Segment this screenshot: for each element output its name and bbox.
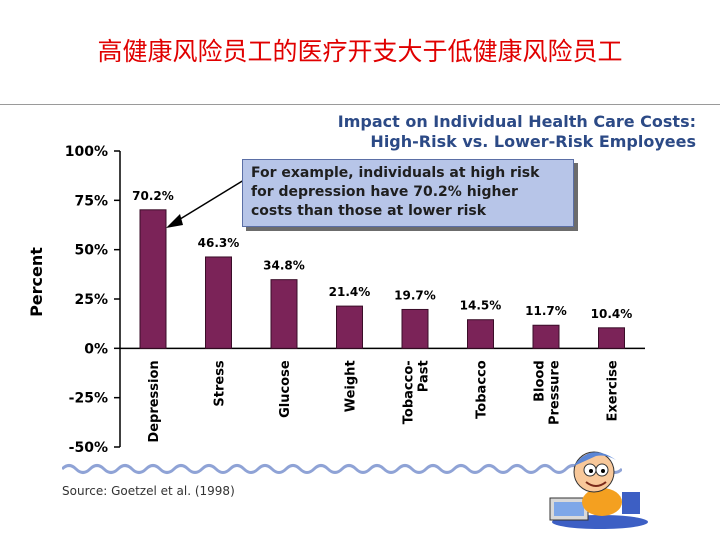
bar-value-label: 34.8% [263, 259, 305, 273]
bar-value-label: 10.4% [591, 307, 633, 321]
annotation-arrow-line [171, 179, 245, 225]
bar [532, 324, 560, 349]
y-tick-label: -50% [69, 440, 108, 456]
chart-title: Impact on Individual Health Care Costs: … [338, 112, 696, 152]
category-label: Glucose [278, 360, 293, 418]
y-tick-label: 0% [84, 341, 108, 357]
annotation-line-3: costs than those at lower risk [251, 203, 487, 219]
y-tick-label: -25% [69, 391, 108, 407]
category-label: Tobacco- [402, 360, 417, 424]
y-axis-title: Percent [27, 247, 46, 317]
y-tick-label: 75% [74, 193, 108, 209]
source-note: Source: Goetzel et al. (1998) [62, 484, 235, 498]
chart-title-line-2: High-Risk vs. Lower-Risk Employees [370, 132, 696, 151]
annotation-arrow-head [166, 214, 183, 228]
annotation-line-1: For example, individuals at high risk [251, 165, 540, 181]
y-tick-label: 25% [74, 292, 108, 308]
y-tick-label: 100% [65, 144, 108, 160]
annotation-line-2: for depression have 70.2% higher [251, 184, 518, 200]
bar [336, 305, 363, 349]
mascot-icon [549, 451, 648, 529]
category-label: Depression [147, 360, 162, 442]
bar [270, 279, 298, 349]
category-label: Weight [344, 360, 359, 412]
category-label: Tobacco [475, 360, 490, 419]
y-tick-label: 50% [74, 243, 108, 259]
category-label: Past [417, 360, 432, 392]
wave-divider-icon [62, 464, 622, 474]
annotation-callout: For example, individuals at high risk fo… [242, 159, 574, 227]
bar-value-label: 11.7% [525, 304, 567, 318]
bar-value-label: 70.2% [132, 189, 174, 203]
chart-title-line-1: Impact on Individual Health Care Costs: [337, 112, 696, 131]
bar-value-label: 46.3% [198, 236, 240, 250]
bar [139, 209, 167, 349]
category-label: Exercise [606, 360, 621, 421]
bar-value-label: 14.5% [460, 299, 502, 313]
bar [401, 308, 429, 349]
category-label: Pressure [548, 360, 563, 425]
category-label: Stress [213, 360, 228, 407]
title-divider [0, 104, 720, 105]
slide-title: 高健康风险员工的医疗开支大于低健康风险员工 [97, 37, 623, 66]
bar [467, 319, 494, 349]
bar [205, 256, 232, 349]
bar-value-label: 19.7% [394, 288, 436, 302]
bar [598, 327, 625, 349]
bar-value-label: 21.4% [329, 285, 371, 299]
category-label: Blood [533, 360, 548, 402]
